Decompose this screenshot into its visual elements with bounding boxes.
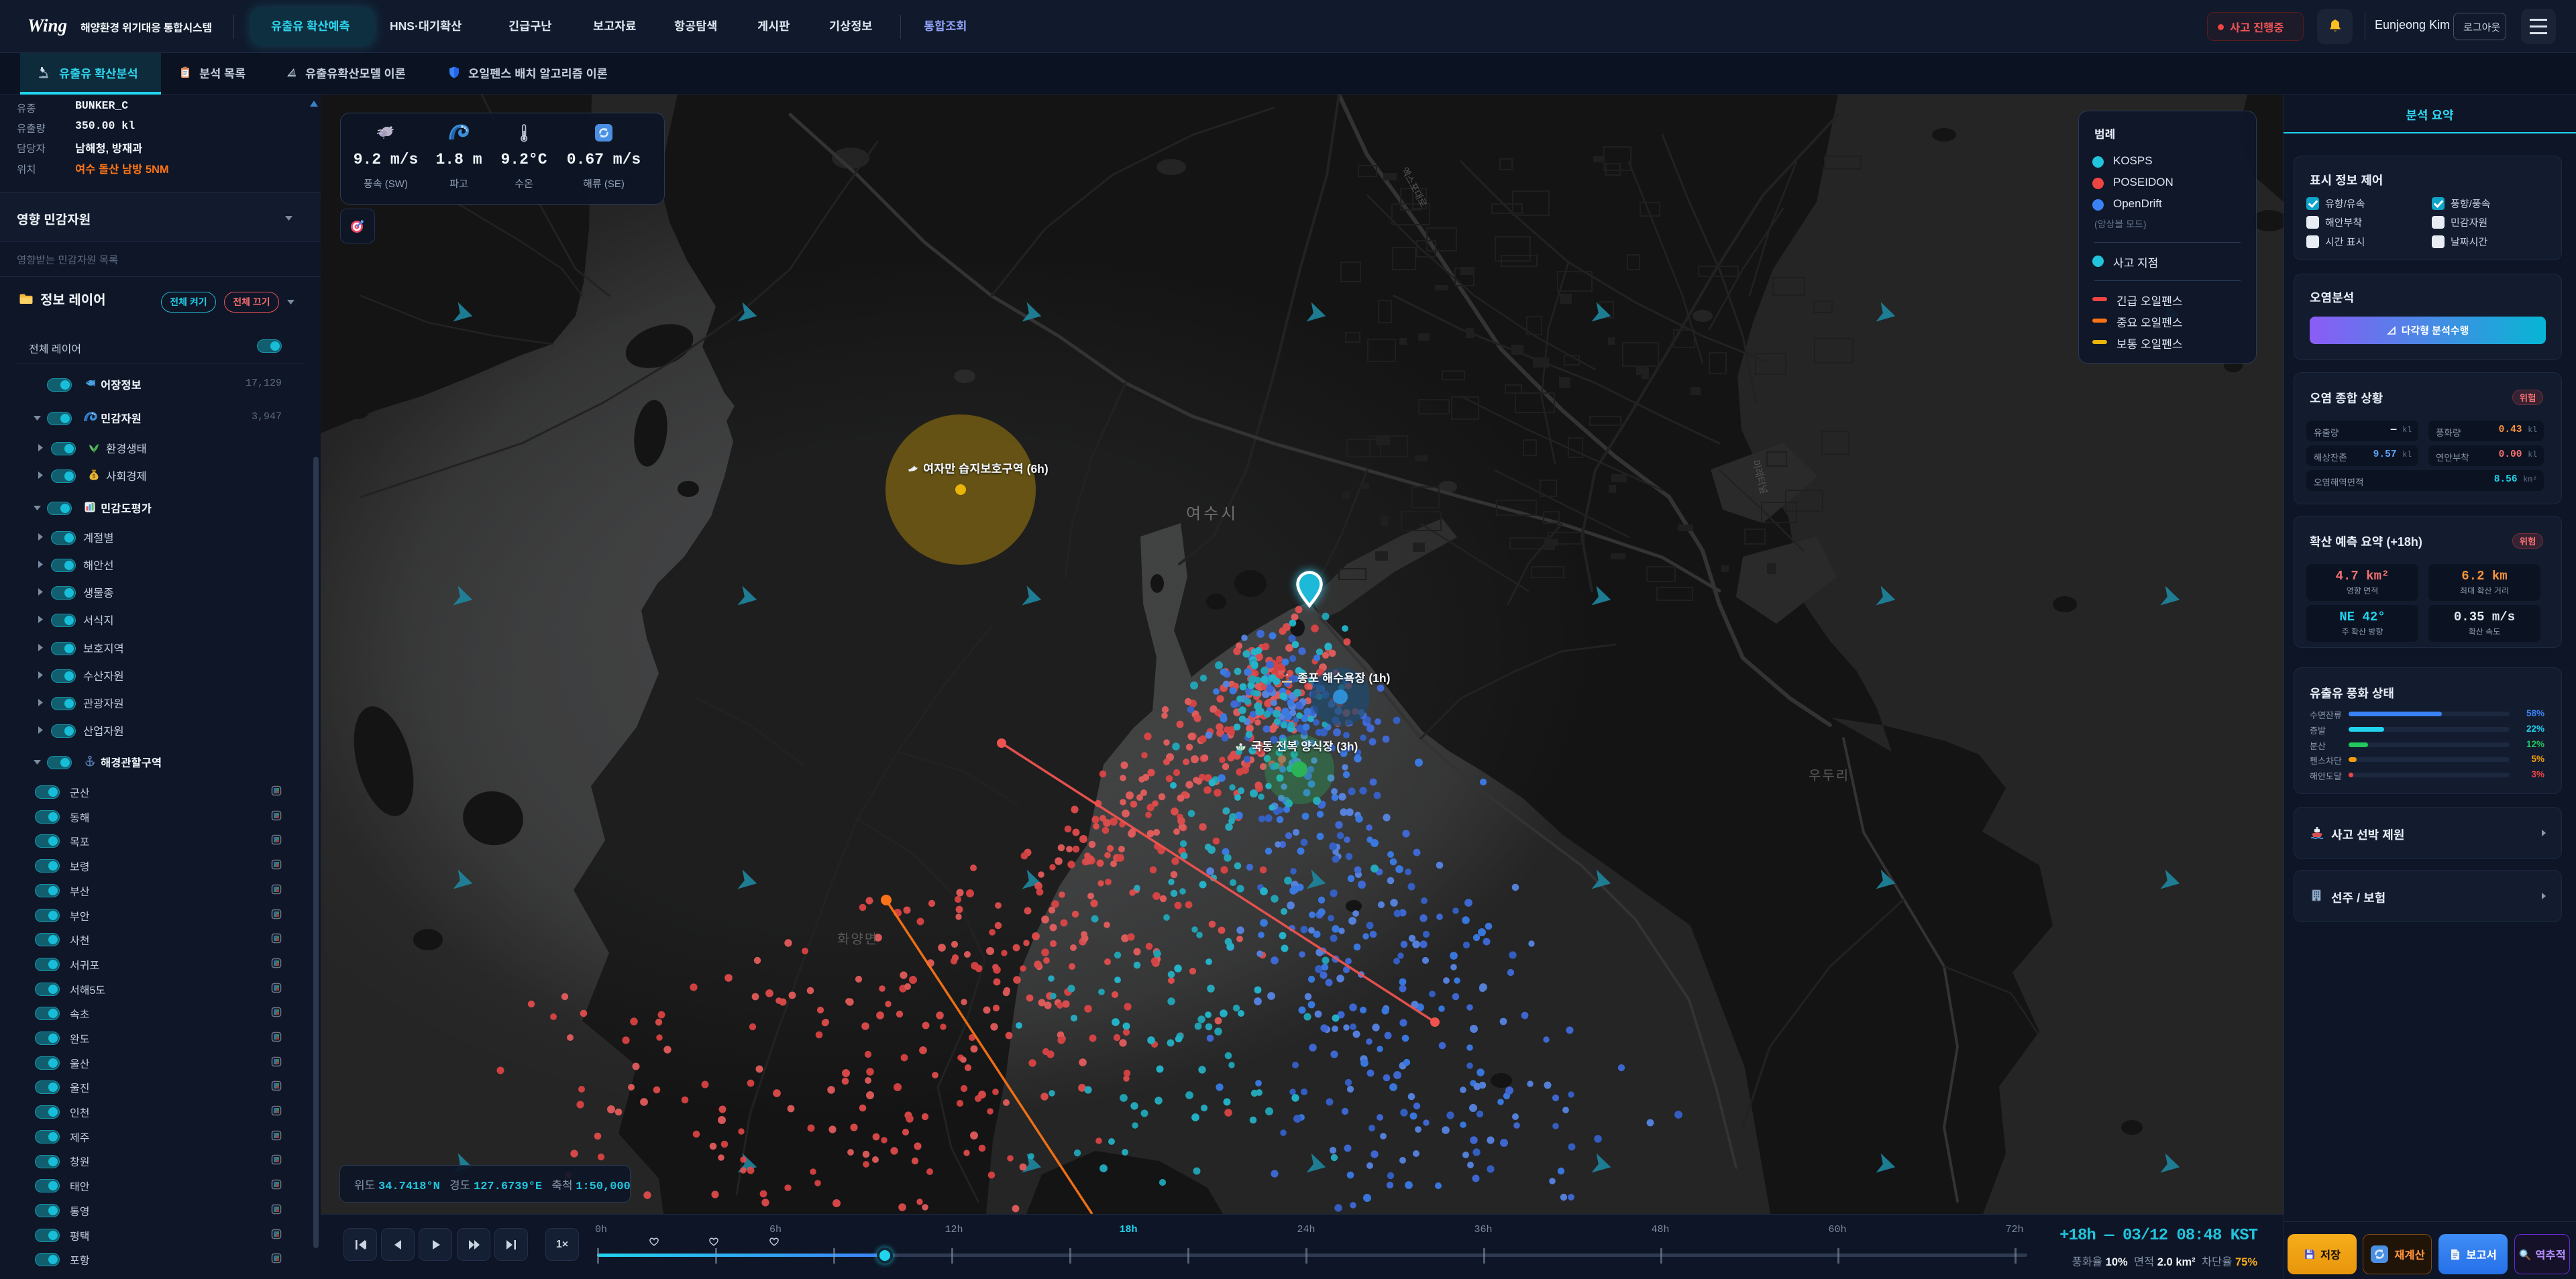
svg-text:$: $ (93, 474, 96, 480)
